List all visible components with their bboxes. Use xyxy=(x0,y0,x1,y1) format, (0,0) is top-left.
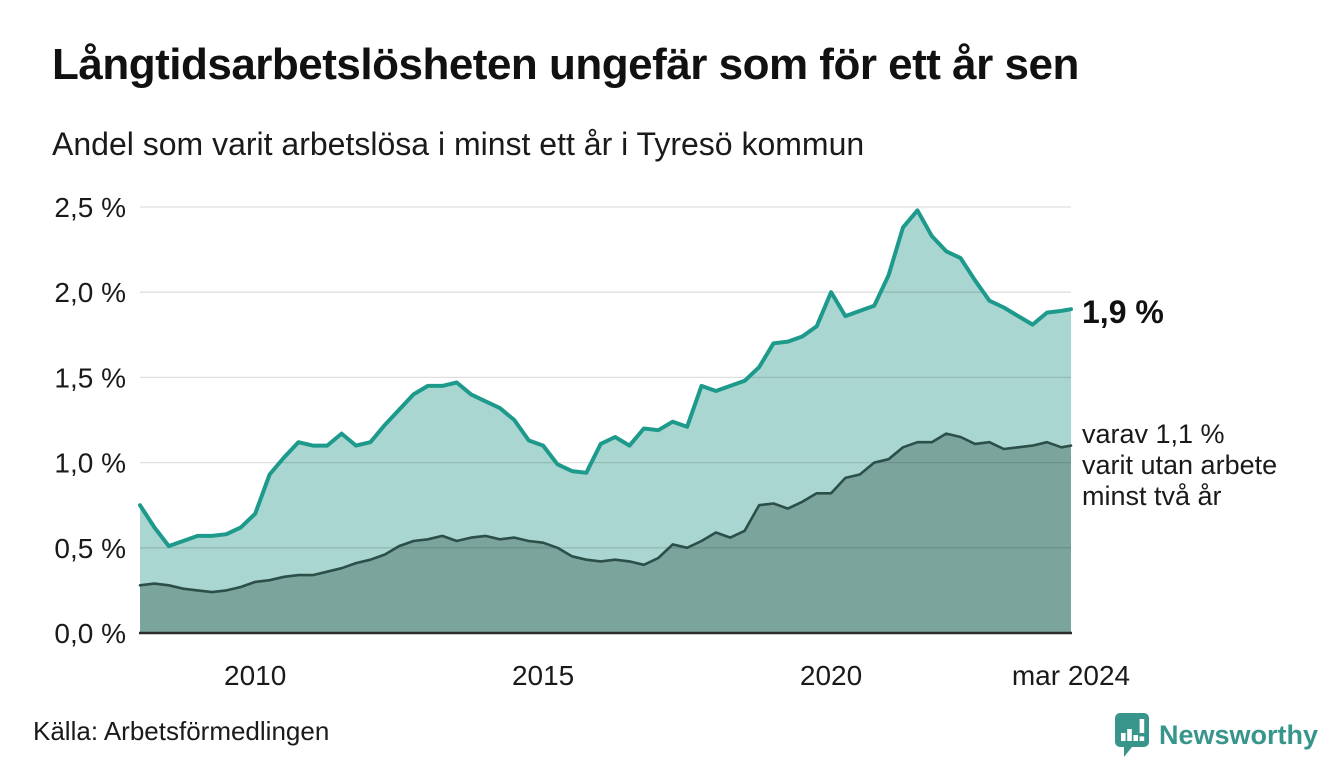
note-line-1: varav 1,1 % xyxy=(1082,419,1225,449)
newsworthy-logo: Newsworthy xyxy=(1113,710,1318,760)
trend-line-series-1 xyxy=(138,208,1073,549)
y-tick-label: 1,5 % xyxy=(54,362,126,393)
two-year-note-annotation: varav 1,1 % varit utan arbete minst två … xyxy=(1082,419,1277,512)
y-tick-label: 1,0 % xyxy=(54,448,126,479)
y-tick-label: 0,0 % xyxy=(54,618,126,649)
latest-value-annotation: 1,9 % xyxy=(1082,294,1164,330)
x-tick-label: 2010 xyxy=(224,660,286,691)
x-tick-label: mar 2024 xyxy=(1012,660,1130,691)
chart-subtitle: Andel som varit arbetslösa i minst ett å… xyxy=(52,126,865,162)
source-attribution: Källa: Arbetsförmedlingen xyxy=(33,716,330,746)
x-tick-label: 2020 xyxy=(800,660,862,691)
newsworthy-logo-icon xyxy=(1115,713,1149,757)
trend-line-series-2 xyxy=(138,432,1073,594)
area-fill-series-2 xyxy=(140,433,1071,633)
page-title: Långtidsarbetslösheten ungefär som för e… xyxy=(52,40,1079,89)
note-line-3: minst två år xyxy=(1082,481,1222,511)
y-tick-label: 2,0 % xyxy=(54,277,126,308)
y-tick-label: 0,5 % xyxy=(54,533,126,564)
y-tick-label: 2,5 % xyxy=(54,192,126,223)
x-tick-label: 2015 xyxy=(512,660,574,691)
newsworthy-logo-text: Newsworthy xyxy=(1159,719,1319,750)
note-line-2: varit utan arbete xyxy=(1082,450,1278,480)
